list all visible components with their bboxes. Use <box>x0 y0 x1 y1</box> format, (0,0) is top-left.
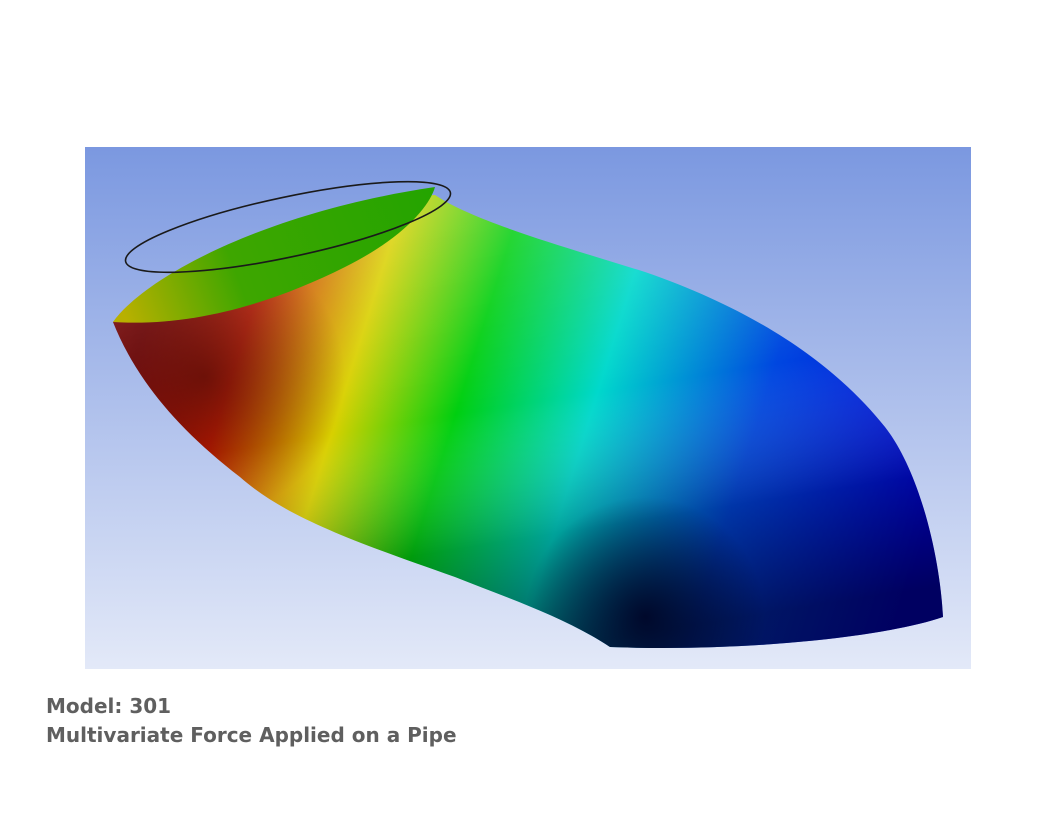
pipe-end-cap <box>113 187 435 323</box>
model-label: Model: 301 <box>46 694 172 718</box>
pipe-render <box>85 147 971 669</box>
simulation-viewport <box>85 147 971 669</box>
reference-ring-outline <box>124 180 452 274</box>
figure-caption: Model: 301 Multivariate Force Applied on… <box>46 692 457 750</box>
figure-title: Multivariate Force Applied on a Pipe <box>46 723 457 747</box>
